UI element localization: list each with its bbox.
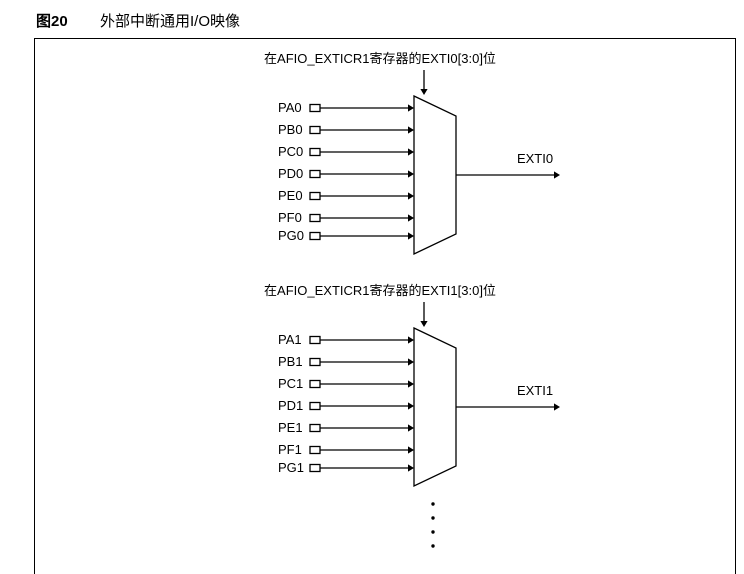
- arrowhead-icon: [408, 402, 414, 409]
- pin-box-icon: [310, 215, 320, 222]
- arrowhead-icon: [420, 89, 427, 95]
- pin-box-icon: [310, 193, 320, 200]
- label: PA0: [278, 100, 302, 115]
- arrowhead-icon: [408, 104, 414, 111]
- label: PA1: [278, 332, 302, 347]
- pin-box-icon: [310, 403, 320, 410]
- mux-body: [414, 96, 456, 254]
- pin-box-icon: [310, 127, 320, 134]
- arrowhead-icon: [420, 321, 427, 327]
- pin-box-icon: [310, 425, 320, 432]
- mux-body: [414, 328, 456, 486]
- arrowhead-icon: [554, 403, 560, 410]
- arrowhead-icon: [408, 464, 414, 471]
- arrowhead-icon: [408, 380, 414, 387]
- arrowhead-icon: [408, 424, 414, 431]
- label: PG1: [278, 460, 304, 475]
- ellipsis-dot-icon: [431, 530, 434, 533]
- label: PE0: [278, 188, 303, 203]
- pin-box-icon: [310, 105, 320, 112]
- arrowhead-icon: [408, 214, 414, 221]
- pin-box-icon: [310, 381, 320, 388]
- arrowhead-icon: [408, 446, 414, 453]
- label: 在AFIO_EXTICR1寄存器的EXTI1[3:0]位: [264, 283, 496, 298]
- label: PC0: [278, 144, 303, 159]
- page-root: 图20 外部中断通用I/O映像 在AFIO_EXTICR1寄存器的EXTI0[3…: [0, 0, 744, 574]
- arrowhead-icon: [408, 170, 414, 177]
- pin-box-icon: [310, 233, 320, 240]
- ellipsis-dot-icon: [431, 544, 434, 547]
- label: EXTI0: [517, 151, 553, 166]
- pin-box-icon: [310, 171, 320, 178]
- label: PB1: [278, 354, 303, 369]
- ellipsis-dot-icon: [431, 516, 434, 519]
- pin-box-icon: [310, 447, 320, 454]
- label: PF0: [278, 210, 302, 225]
- pin-box-icon: [310, 337, 320, 344]
- ellipsis-dot-icon: [431, 502, 434, 505]
- arrowhead-icon: [554, 171, 560, 178]
- pin-box-icon: [310, 465, 320, 472]
- arrowhead-icon: [408, 358, 414, 365]
- pin-box-icon: [310, 149, 320, 156]
- label: 在AFIO_EXTICR1寄存器的EXTI0[3:0]位: [264, 51, 496, 66]
- arrowhead-icon: [408, 336, 414, 343]
- label: PG0: [278, 228, 304, 243]
- arrowhead-icon: [408, 232, 414, 239]
- arrowhead-icon: [408, 126, 414, 133]
- arrowhead-icon: [408, 192, 414, 199]
- pin-box-icon: [310, 359, 320, 366]
- label: PC1: [278, 376, 303, 391]
- diagram-svg: 在AFIO_EXTICR1寄存器的EXTI0[3:0]位 PA0 PB0 PC0 PD0…: [0, 0, 744, 574]
- label: PE1: [278, 420, 303, 435]
- label: PD1: [278, 398, 303, 413]
- label: EXTI1: [517, 383, 553, 398]
- label: PB0: [278, 122, 303, 137]
- label: PF1: [278, 442, 302, 457]
- arrowhead-icon: [408, 148, 414, 155]
- label: PD0: [278, 166, 303, 181]
